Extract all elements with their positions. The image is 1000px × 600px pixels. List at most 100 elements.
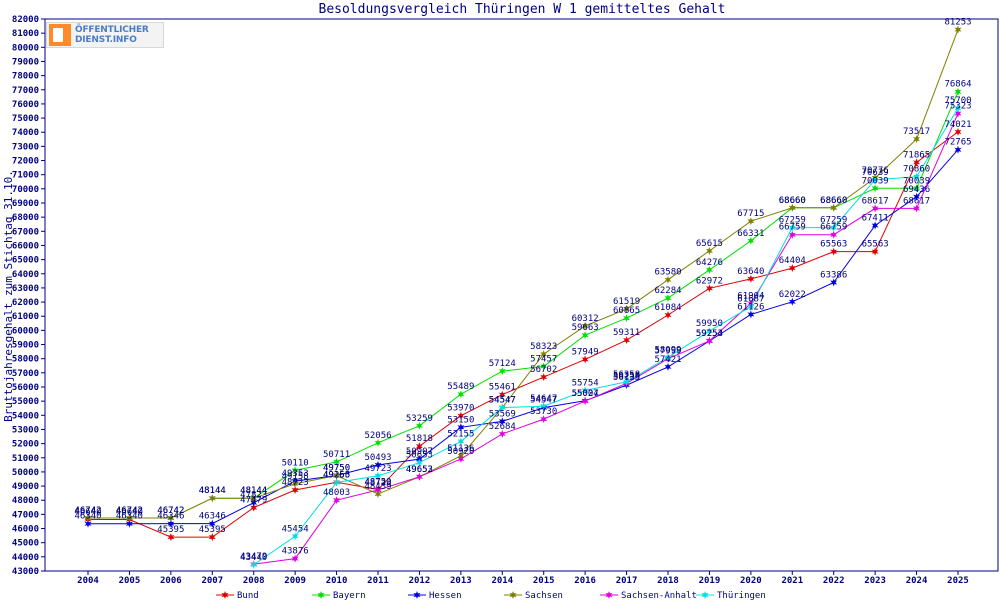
data-label-hessen: 49750	[323, 463, 350, 473]
data-label-sachsen-anhalt: 55004	[572, 389, 599, 399]
data-label-sachsen-anhalt: 43479	[240, 552, 267, 562]
data-label-sachsen-anhalt: 59254	[696, 329, 723, 339]
data-label-bayern: 70039	[862, 176, 889, 186]
data-label-sachsen: 49652	[406, 465, 433, 475]
x-tick-label: 2007	[201, 576, 223, 586]
y-tick-label: 59000	[12, 341, 39, 351]
data-label-sachsen: 49158	[282, 472, 309, 482]
x-tick-label: 2018	[657, 576, 679, 586]
data-point-th-ringen	[581, 386, 589, 395]
y-tick-label: 51000	[12, 454, 39, 464]
data-label-bayern: 57124	[489, 359, 516, 369]
data-point-th-ringen	[913, 172, 920, 181]
data-label-hessen: 53150	[447, 415, 474, 425]
data-point-sachsen-anhalt	[374, 486, 382, 494]
data-point-hessen	[830, 278, 838, 287]
data-point-bund	[250, 503, 258, 512]
data-point-bund	[913, 158, 920, 167]
data-point-bund	[540, 373, 548, 382]
data-label-sachsen: 46742	[157, 506, 184, 516]
data-label-bayern: 46742	[74, 506, 101, 516]
data-point-sachsen-anhalt	[291, 554, 299, 563]
x-axis: 2004 2005 2006 2007 2008 2009 2010 2011 2012 2013…	[77, 571, 969, 586]
data-point-bund	[830, 247, 838, 256]
y-tick-label: 55000	[12, 397, 39, 407]
data-label-bayern: 55489	[447, 382, 474, 392]
y-tick-label: 76000	[12, 100, 39, 110]
data-label-bayern: 53259	[406, 414, 433, 424]
x-tick-label: 2016	[574, 576, 596, 586]
data-label-sachsen-anhalt: 68617	[903, 196, 930, 206]
data-point-th-ringen	[374, 471, 382, 480]
legend-label-hessen: Hessen	[429, 591, 462, 600]
data-point-sachsen	[913, 135, 920, 144]
data-label-hessen: 61126	[737, 302, 764, 312]
series-line-bund	[88, 131, 959, 538]
data-point-th-ringen	[333, 478, 340, 487]
data-label-hessen: 53569	[489, 409, 516, 419]
data-label-bund: 45395	[199, 525, 226, 535]
legend-label-th-ringen: Thüringen	[717, 591, 766, 600]
data-point-th-ringen	[747, 302, 755, 311]
data-point-bayern	[291, 466, 299, 475]
y-tick-label: 74000	[12, 128, 39, 138]
data-point-th-ringen	[830, 223, 838, 232]
y-tick-label: 69000	[12, 199, 39, 209]
data-label-bund: 71865	[903, 150, 930, 160]
y-tick-label: 65000	[12, 256, 39, 266]
data-label-th-ringen: 58099	[654, 345, 681, 355]
x-tick-label: 2024	[906, 576, 928, 586]
series-line-bayern	[88, 91, 959, 519]
data-point-bund	[208, 533, 216, 542]
data-label-th-ringen: 67259	[779, 216, 806, 226]
data-label-hessen: 62022	[779, 290, 806, 300]
data-point-sachsen-anhalt	[581, 397, 589, 406]
data-label-hessen: 56135	[613, 373, 640, 383]
y-tick-label: 44000	[12, 553, 39, 563]
x-tick-label: 2009	[284, 576, 306, 586]
data-label-sachsen-anhalt: 66759	[779, 223, 806, 233]
y-tick-label: 63000	[12, 284, 39, 294]
data-point-bund	[623, 336, 630, 345]
data-point-th-ringen	[788, 223, 796, 232]
data-label-sachsen-anhalt: 48723	[364, 478, 391, 488]
data-point-hessen	[664, 362, 672, 371]
data-point-hessen	[498, 417, 506, 426]
logo-line-1: ÖFFENTLICHER	[75, 25, 149, 35]
data-label-bund: 51818	[406, 434, 433, 444]
y-tick-label: 78000	[12, 72, 39, 82]
x-tick-label: 2008	[243, 576, 265, 586]
data-label-sachsen: 49750	[323, 463, 350, 473]
x-tick-label: 2022	[823, 576, 845, 586]
data-label-bund: 48723	[282, 478, 309, 488]
x-tick-label: 2014	[491, 576, 513, 586]
data-label-bayern: 52056	[364, 431, 391, 441]
x-tick-label: 2006	[160, 576, 182, 586]
data-point-bayern	[540, 362, 548, 371]
y-axis-label: Bruttojahresgehalt zum Stichtag 31.10.	[2, 170, 15, 422]
data-point-hessen	[788, 297, 796, 306]
data-label-sachsen: 46742	[116, 506, 143, 516]
data-point-bund	[954, 127, 962, 136]
data-point-hessen	[374, 460, 382, 469]
data-label-hessen: 49353	[282, 469, 309, 479]
data-label-th-ringen: 54547	[489, 396, 516, 406]
x-tick-label: 2012	[409, 576, 431, 586]
data-label-sachsen: 61519	[613, 297, 640, 307]
x-tick-label: 2019	[699, 576, 721, 586]
data-point-sachsen-anhalt	[788, 230, 796, 239]
data-point-hessen	[871, 221, 879, 230]
legend-marker-hessen	[413, 591, 421, 599]
data-label-hessen: 54547	[530, 396, 557, 406]
data-label-th-ringen: 70639	[862, 168, 889, 178]
logo-line-2: DIENST.INFO	[75, 35, 137, 45]
data-label-hessen: 46346	[157, 512, 184, 522]
data-point-sachsen	[581, 322, 589, 330]
data-point-th-ringen	[706, 327, 713, 336]
data-point-sachsen	[540, 350, 548, 359]
data-label-sachsen: 54547	[489, 396, 516, 406]
y-tick-label: 62000	[12, 298, 39, 308]
series-line-sachsen	[88, 29, 959, 519]
data-label-bayern: 66331	[737, 229, 764, 239]
data-label-hessen: 55027	[572, 389, 599, 399]
